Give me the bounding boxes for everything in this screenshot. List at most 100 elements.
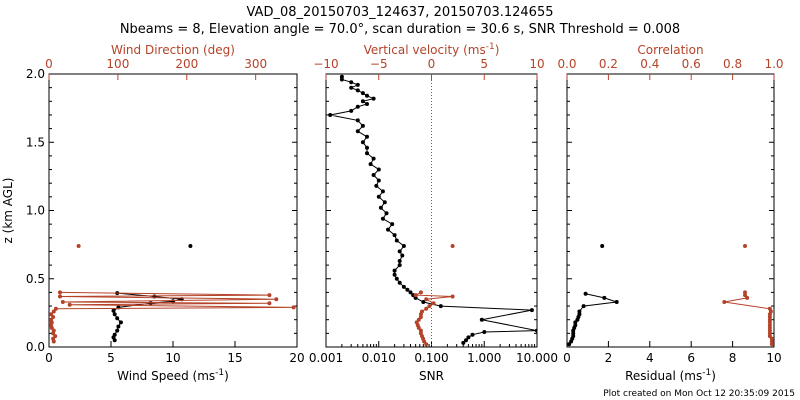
- figure-subtitle: Nbeams = 8, Elevation angle = 70.0°, sca…: [120, 22, 680, 37]
- top-tick-label: 0: [45, 57, 53, 71]
- data-point: [371, 96, 376, 101]
- y-tick-label: 0.0: [26, 340, 45, 354]
- top-tick-label: 300: [244, 57, 267, 71]
- top-tick-label: 200: [175, 57, 198, 71]
- panel-snr: 0.001 0.010 0.100 1.000 10.000 SNR −10 −5 0 5 10 Ve…: [309, 42, 558, 383]
- data-point: [49, 312, 54, 317]
- data-point: [349, 80, 354, 85]
- x-axis-label: SNR: [419, 369, 444, 383]
- data-point: [421, 300, 426, 304]
- figure-title: VAD_08_20150703_124637, 20150703.124655: [247, 5, 554, 20]
- data-point: [418, 331, 423, 336]
- x-tick-label: 2: [605, 351, 613, 365]
- data-point: [470, 332, 475, 337]
- data-point: [53, 306, 58, 311]
- x-tick-label: 10.000: [516, 351, 558, 365]
- data-point: [529, 308, 534, 313]
- data-point: [743, 290, 747, 295]
- data-point: [118, 320, 123, 325]
- x-tick-label: 0: [45, 351, 53, 365]
- top-tick-label: −10: [313, 57, 338, 71]
- data-point: [394, 238, 399, 243]
- data-point: [571, 331, 576, 336]
- data-point: [431, 301, 436, 306]
- data-point: [368, 162, 373, 167]
- data-point: [745, 295, 750, 300]
- y-axis-label: z (km AGL): [1, 178, 15, 244]
- x-axis-label: Residual (ms-1): [625, 368, 716, 383]
- top-axis-label: Correlation: [637, 43, 703, 57]
- data-point: [573, 323, 578, 328]
- data-point: [722, 300, 727, 304]
- y-tick-label: 1.0: [26, 204, 45, 218]
- data-point: [365, 134, 369, 139]
- data-point: [414, 320, 419, 325]
- top-tick-label: 10: [529, 57, 544, 71]
- data-point: [450, 294, 455, 299]
- data-point: [355, 118, 360, 123]
- data-point: [58, 290, 62, 295]
- data-point: [355, 82, 360, 87]
- top-tick-label: 0: [428, 57, 436, 71]
- data-point: [614, 300, 619, 304]
- top-tick-label: 5: [480, 57, 488, 71]
- x-tick-label: 0.001: [309, 351, 343, 365]
- data-point: [400, 253, 405, 258]
- data-point: [461, 340, 466, 345]
- plot-frame: [566, 73, 775, 348]
- data-point: [53, 334, 58, 339]
- top-tick-label: 1.0: [764, 57, 783, 71]
- data-point: [397, 259, 402, 263]
- data-point: [67, 302, 72, 307]
- data-point: [116, 324, 121, 329]
- data-point: [112, 332, 117, 337]
- y-tick-label: 2.0: [26, 67, 45, 81]
- x-axis-label: Wind Speed (ms-1): [117, 368, 229, 383]
- x-tick-label: 10: [165, 351, 180, 365]
- data-point: [408, 290, 413, 295]
- data-point: [365, 151, 369, 156]
- data-point: [382, 200, 387, 205]
- data-point: [418, 315, 423, 319]
- data-point: [392, 233, 397, 238]
- data-point: [384, 211, 389, 216]
- data-point: [380, 216, 385, 221]
- x-tick-label: 15: [227, 351, 242, 365]
- data-point: [378, 205, 383, 210]
- data-point: [376, 167, 381, 172]
- data-point: [386, 227, 390, 232]
- data-point: [438, 304, 443, 309]
- top-tick-label: 0.8: [723, 57, 742, 71]
- x-tick-label: 8: [729, 351, 737, 365]
- x-tick-label: 20: [289, 351, 304, 365]
- data-point: [427, 304, 432, 309]
- top-tick-label: 0.6: [682, 57, 701, 71]
- data-point: [115, 316, 120, 321]
- data-point: [349, 108, 354, 113]
- data-point: [424, 342, 429, 347]
- y-tick-label: 1.5: [26, 135, 45, 149]
- data-point: [376, 178, 381, 183]
- data-point: [567, 342, 572, 347]
- x-tick-label: 1.000: [467, 351, 501, 365]
- data-point: [573, 320, 578, 325]
- series-group: [328, 74, 537, 347]
- top-tick-label: 0.0: [557, 57, 576, 71]
- data-point: [466, 335, 471, 340]
- data-point: [767, 315, 772, 319]
- data-point: [743, 244, 747, 248]
- x-tick-label: 0.100: [414, 351, 448, 365]
- data-point: [482, 330, 487, 334]
- data-point: [450, 244, 455, 248]
- data-point: [267, 301, 272, 306]
- data-point: [58, 294, 62, 299]
- data-point: [397, 263, 402, 268]
- data-point: [424, 306, 429, 311]
- data-point: [328, 113, 333, 117]
- data-point: [583, 291, 588, 296]
- data-point: [424, 297, 429, 302]
- data-point: [401, 244, 406, 248]
- data-point: [365, 145, 369, 150]
- data-point: [339, 77, 344, 82]
